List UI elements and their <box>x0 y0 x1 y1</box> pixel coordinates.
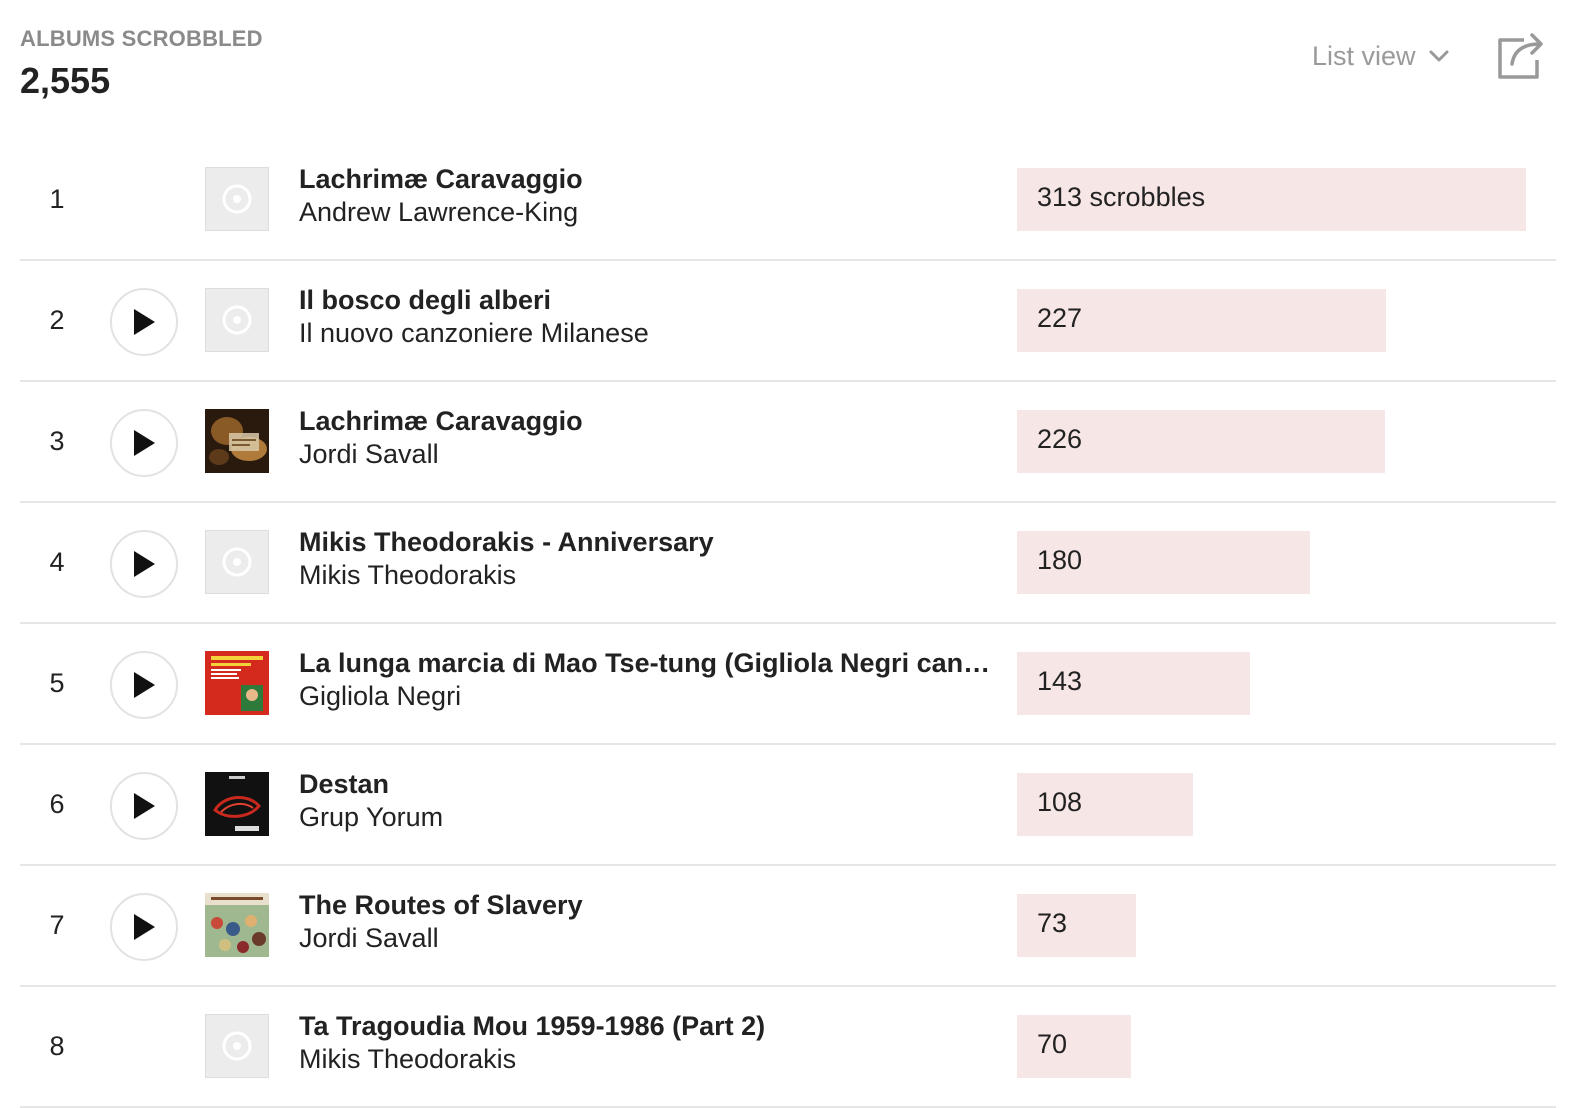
scrobble-count: 180 <box>1037 545 1083 575</box>
album-title-link[interactable]: La lunga marcia di Mao Tse-tung (Gigliol… <box>299 648 999 678</box>
play-button[interactable] <box>110 772 178 840</box>
album-title-link[interactable]: Mikis Theodorakis - Anniversary <box>299 527 714 557</box>
chart-row[interactable]: 8 Ta Tragoudia Mou 1959-1986 (Part 2) Mi… <box>20 987 1556 1108</box>
rank-number: 7 <box>49 910 65 940</box>
play-icon <box>134 551 155 577</box>
chart-row[interactable]: 1 Lachrimæ Caravaggio Andrew Lawrence-Ki… <box>20 140 1556 261</box>
share-button[interactable] <box>1494 30 1548 82</box>
scrobble-count: 143 <box>1037 666 1083 696</box>
album-artist-link[interactable]: Il nuovo canzoniere Milanese <box>299 318 649 348</box>
album-cover[interactable] <box>205 1014 269 1078</box>
album-art-image <box>205 651 269 715</box>
scrobble-bar <box>1017 773 1193 836</box>
view-toggle-label: List view <box>1312 40 1416 71</box>
play-icon <box>134 672 155 698</box>
rank-number: 4 <box>49 547 65 577</box>
album-title-link[interactable]: Ta Tragoudia Mou 1959-1986 (Part 2) <box>299 1011 766 1041</box>
album-artist-link[interactable]: Jordi Savall <box>299 439 439 469</box>
album-artist-link[interactable]: Jordi Savall <box>299 923 439 953</box>
scrobble-bar <box>1017 289 1386 352</box>
chart-row[interactable]: 7 The Routes of Slavery Jordi Savall 73 <box>20 866 1556 987</box>
scrobble-bar <box>1017 894 1136 957</box>
album-art-image <box>205 772 269 836</box>
album-cover[interactable] <box>205 893 269 957</box>
scrobble-count: 226 <box>1037 424 1083 454</box>
albums-count: 2,555 <box>20 60 111 101</box>
scrobble-count: 313 scrobbles <box>1037 182 1206 212</box>
album-chart-list: 1 Lachrimæ Caravaggio Andrew Lawrence-Ki… <box>20 140 1556 1108</box>
scrobble-bar <box>1017 168 1526 231</box>
chart-row[interactable]: 4 Mikis Theodorakis - Anniversary Mikis … <box>20 503 1556 624</box>
scrobble-bar <box>1017 531 1310 594</box>
chevron-down-icon <box>1429 50 1449 62</box>
chart-row[interactable]: 6 Destan Grup Yorum 108 <box>20 745 1556 866</box>
view-toggle[interactable]: List view <box>1312 38 1450 74</box>
album-cover[interactable] <box>205 530 269 594</box>
header-label: ALBUMS SCROBBLED <box>20 26 263 51</box>
play-button[interactable] <box>110 530 178 598</box>
share-icon <box>1498 33 1543 79</box>
scrobble-bar <box>1017 652 1250 715</box>
chart-row[interactable]: 2 Il bosco degli alberi Il nuovo canzoni… <box>20 261 1556 382</box>
album-cover[interactable] <box>205 772 269 836</box>
album-cover[interactable] <box>205 409 269 473</box>
play-button[interactable] <box>110 651 178 719</box>
album-placeholder-icon <box>222 184 252 214</box>
scrobble-bar <box>1017 410 1385 473</box>
play-button[interactable] <box>110 409 178 477</box>
album-cover[interactable] <box>205 167 269 231</box>
chart-row[interactable]: 5 La lunga marcia di Mao Tse-tung (Gigli… <box>20 624 1556 745</box>
scrobble-count: 227 <box>1037 303 1083 333</box>
play-icon <box>134 309 155 335</box>
album-artist-link[interactable]: Gigliola Negri <box>299 681 462 711</box>
rank-number: 3 <box>49 426 65 456</box>
album-cover[interactable] <box>205 288 269 352</box>
album-art-image <box>205 409 269 473</box>
album-placeholder-icon <box>222 1031 252 1061</box>
album-placeholder-icon <box>222 547 252 577</box>
album-artist-link[interactable]: Andrew Lawrence-King <box>299 197 579 227</box>
rank-number: 5 <box>49 668 65 698</box>
play-button[interactable] <box>110 893 178 961</box>
album-title-link[interactable]: Lachrimæ Caravaggio <box>299 406 583 436</box>
album-artist-link[interactable]: Mikis Theodorakis <box>299 1044 517 1074</box>
rank-number: 8 <box>49 1031 65 1061</box>
album-cover[interactable] <box>205 651 269 715</box>
play-icon <box>134 430 155 456</box>
chart-row[interactable]: 3 Lachrimæ Caravaggio Jordi Savall 226 <box>20 382 1556 503</box>
scrobble-count: 73 <box>1037 908 1068 938</box>
play-button[interactable] <box>110 288 178 356</box>
scrobble-count: 70 <box>1037 1029 1068 1059</box>
play-icon <box>134 914 155 940</box>
rank-number: 2 <box>49 305 65 335</box>
rank-number: 1 <box>49 184 65 214</box>
album-artist-link[interactable]: Grup Yorum <box>299 802 444 832</box>
play-icon <box>134 793 155 819</box>
album-artist-link[interactable]: Mikis Theodorakis <box>299 560 517 590</box>
album-title-link[interactable]: Lachrimæ Caravaggio <box>299 164 583 194</box>
album-title-link[interactable]: Destan <box>299 769 390 799</box>
album-title-link[interactable]: Il bosco degli alberi <box>299 285 552 315</box>
album-placeholder-icon <box>222 305 252 335</box>
album-art-image <box>205 893 269 957</box>
album-title-link[interactable]: The Routes of Slavery <box>299 890 583 920</box>
rank-number: 6 <box>49 789 65 819</box>
scrobble-count: 108 <box>1037 787 1083 817</box>
scrobble-bar <box>1017 1015 1131 1078</box>
